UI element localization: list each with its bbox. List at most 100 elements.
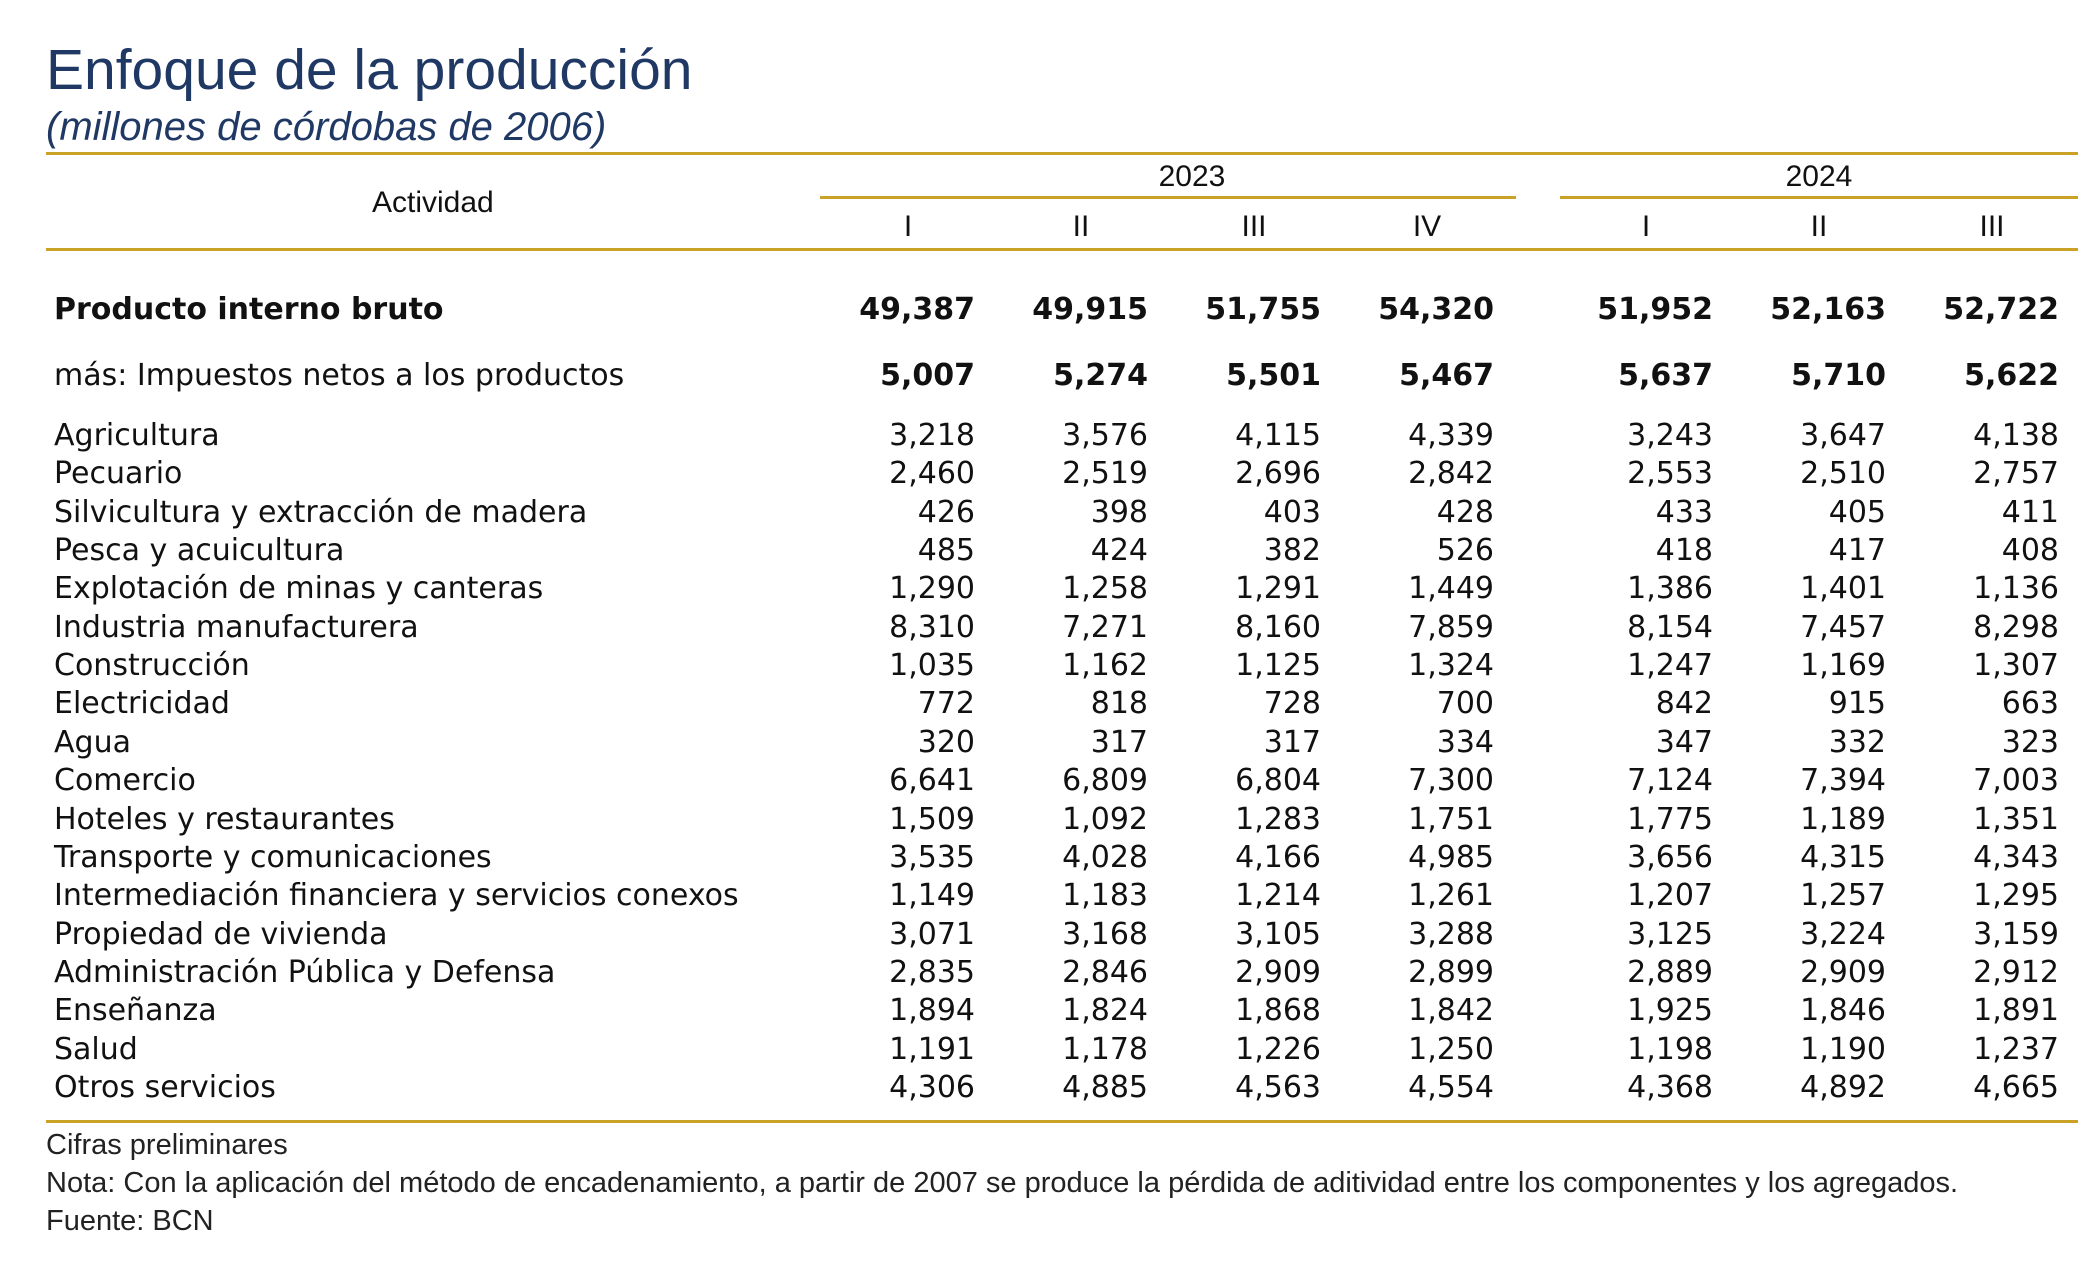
value-cell: 398: [1090, 494, 1148, 530]
value-cell: 8,310: [889, 609, 975, 645]
value-cell: 49,915: [1032, 292, 1148, 327]
value-cell: 1,250: [1408, 1031, 1494, 1067]
page-title: Enfoque de la producción: [46, 38, 693, 102]
value-cell: 4,306: [889, 1069, 975, 1105]
value-cell: 1,162: [1062, 648, 1148, 684]
value-cell: 317: [1263, 724, 1321, 760]
value-cell: 1,842: [1408, 993, 1494, 1029]
value-cell: 1,509: [889, 801, 975, 837]
value-cell: 4,138: [1973, 418, 2059, 453]
year-rule-2024: [1560, 196, 2078, 199]
quarter-header: IV: [1412, 210, 1442, 243]
value-cell: 2,553: [1627, 456, 1713, 492]
value-cell: 1,136: [1973, 571, 2059, 607]
value-cell: 1,307: [1973, 648, 2059, 684]
value-cell: 4,028: [1062, 839, 1148, 875]
value-cell: 2,899: [1408, 954, 1494, 990]
row-label: Producto interno bruto: [54, 292, 444, 327]
value-cell: 485: [917, 533, 975, 569]
value-cell: 382: [1263, 533, 1321, 569]
value-cell: 3,159: [1973, 916, 2059, 952]
value-cell: 1,257: [1800, 878, 1886, 914]
value-cell: 4,885: [1062, 1069, 1148, 1105]
row-label: Enseñanza: [54, 993, 217, 1029]
value-cell: 2,510: [1800, 456, 1886, 492]
value-cell: 1,283: [1235, 801, 1321, 837]
row-label: Pecuario: [54, 456, 183, 492]
value-cell: 51,755: [1205, 292, 1321, 327]
value-cell: 2,909: [1235, 954, 1321, 990]
value-cell: 5,467: [1399, 358, 1494, 393]
value-cell: 4,985: [1408, 839, 1494, 875]
value-cell: 1,449: [1408, 571, 1494, 607]
value-cell: 1,868: [1235, 993, 1321, 1029]
row-label: Explotación de minas y canteras: [54, 571, 544, 607]
value-cell: 7,124: [1627, 763, 1713, 799]
value-cell: 52,163: [1770, 292, 1886, 327]
value-cell: 7,859: [1408, 609, 1494, 645]
page-subtitle: (millones de córdobas de 2006): [46, 105, 607, 149]
value-cell: 818: [1090, 686, 1148, 722]
footnotes: Cifras preliminares Nota: Con la aplicac…: [46, 1126, 1958, 1240]
value-cell: 4,315: [1800, 839, 1886, 875]
value-cell: 1,169: [1800, 648, 1886, 684]
value-cell: 1,824: [1062, 993, 1148, 1029]
value-cell: 2,835: [889, 954, 975, 990]
value-cell: 1,291: [1235, 571, 1321, 607]
value-cell: 7,003: [1973, 763, 2059, 799]
value-cell: 1,401: [1800, 571, 1886, 607]
value-cell: 2,519: [1062, 456, 1148, 492]
value-cell: 1,198: [1627, 1031, 1713, 1067]
quarter-header: III: [1979, 210, 2005, 243]
value-cell: 700: [1436, 686, 1494, 722]
row-label: Administración Pública y Defensa: [54, 954, 556, 990]
value-cell: 1,258: [1062, 571, 1148, 607]
row-label: más: Impuestos netos a los productos: [54, 358, 625, 393]
value-cell: 403: [1263, 494, 1321, 530]
row-label: Salud: [54, 1031, 138, 1067]
quarter-header: II: [1072, 210, 1090, 243]
value-cell: 411: [2001, 494, 2059, 530]
value-cell: 1,324: [1408, 648, 1494, 684]
value-cell: 7,394: [1800, 763, 1886, 799]
value-cell: 1,775: [1627, 801, 1713, 837]
header-bottom-rule: [46, 248, 2078, 251]
value-cell: 4,166: [1235, 839, 1321, 875]
value-cell: 3,105: [1235, 916, 1321, 952]
value-cell: 2,842: [1408, 456, 1494, 492]
quarter-header: III: [1241, 210, 1267, 243]
value-cell: 915: [1828, 686, 1886, 722]
footnote-preliminary: Cifras preliminares: [46, 1129, 288, 1161]
value-cell: 3,168: [1062, 916, 1148, 952]
bottom-rule: [46, 1120, 2078, 1123]
value-cell: 320: [917, 724, 975, 760]
year-rule-2023: [820, 196, 1516, 199]
value-cell: 5,007: [880, 358, 975, 393]
value-cell: 49,387: [859, 292, 975, 327]
value-cell: 1,178: [1062, 1031, 1148, 1067]
value-cell: 426: [917, 494, 975, 530]
quarter-header: I: [903, 210, 913, 243]
value-cell: 6,804: [1235, 763, 1321, 799]
value-cell: 526: [1436, 533, 1494, 569]
row-label: Transporte y comunicaciones: [54, 839, 492, 875]
value-cell: 1,183: [1062, 878, 1148, 914]
value-cell: 52,722: [1943, 292, 2059, 327]
value-cell: 1,846: [1800, 993, 1886, 1029]
value-cell: 842: [1655, 686, 1713, 722]
value-cell: 1,207: [1627, 878, 1713, 914]
value-cell: 2,912: [1973, 954, 2059, 990]
value-cell: 2,846: [1062, 954, 1148, 990]
value-cell: 433: [1655, 494, 1713, 530]
top-rule: [46, 152, 2078, 155]
row-label: Construcción: [54, 648, 250, 684]
value-cell: 5,637: [1618, 358, 1713, 393]
activity-header: Actividad: [372, 186, 494, 219]
value-cell: 1,035: [889, 648, 975, 684]
value-cell: 1,247: [1627, 648, 1713, 684]
value-cell: 4,368: [1627, 1069, 1713, 1105]
value-cell: 51,952: [1597, 292, 1713, 327]
footnote-method: Nota: Con la aplicación del método de en…: [46, 1167, 1959, 1199]
year-header-2023: 2023: [1158, 160, 1226, 193]
